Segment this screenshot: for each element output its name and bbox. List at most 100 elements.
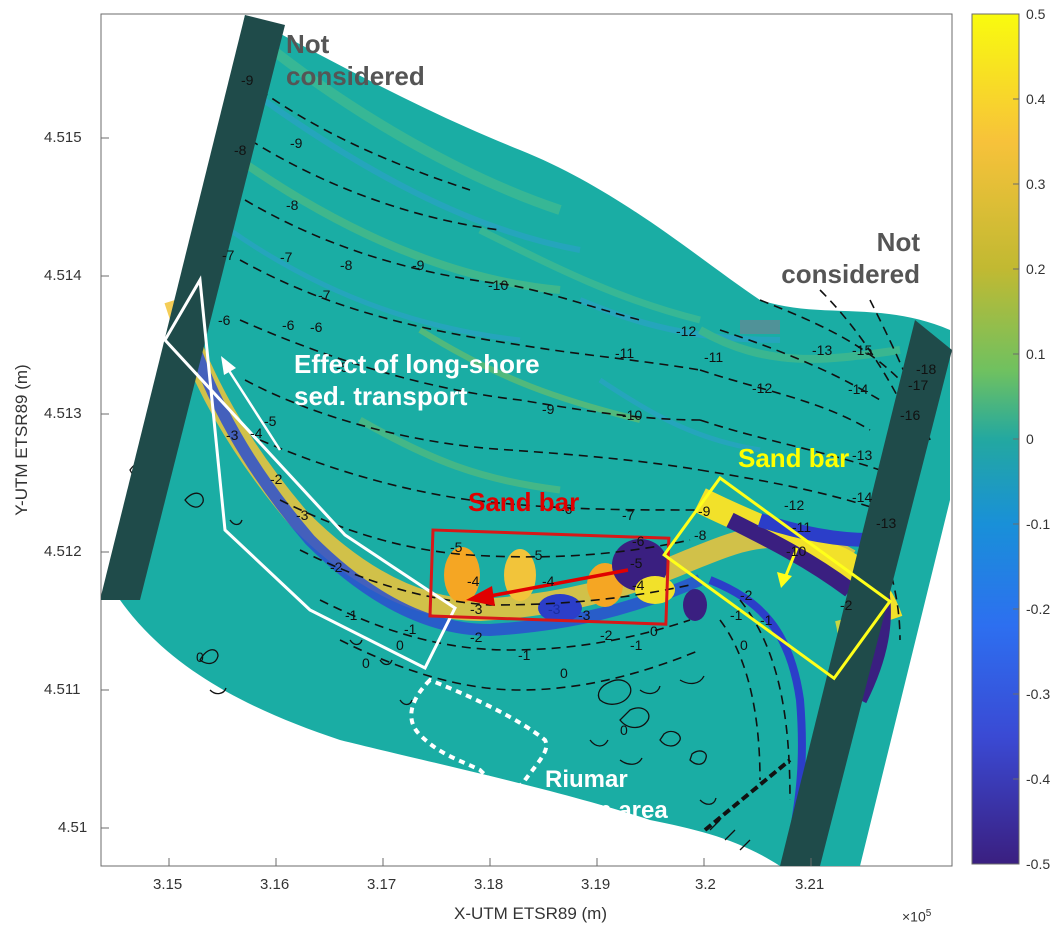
- red-sand-bar-box: [428, 528, 671, 626]
- not-considered-right-line-1: Not: [876, 227, 920, 257]
- contour-label: -6: [560, 501, 573, 517]
- colorbar-tick-label: 0.2: [1026, 261, 1046, 277]
- contour-label: -1: [345, 607, 358, 623]
- contour-label: -12: [784, 497, 804, 513]
- contour-label: -9: [290, 135, 303, 151]
- longshore-line-1: Effect of long-shore: [294, 349, 540, 379]
- x-tick-label: 3.21: [795, 876, 825, 893]
- contour-label: -8: [286, 197, 299, 213]
- contour-label: -5: [450, 539, 463, 555]
- riumar-line-1: Riumar: [545, 766, 628, 793]
- yellow-sand-bar-arrow: [777, 547, 799, 588]
- contour-label: -4: [467, 573, 480, 589]
- contour-label: -3: [548, 601, 561, 617]
- contour-label: -6: [310, 319, 323, 335]
- longshore-box: [163, 275, 457, 671]
- contour-label: -1: [404, 621, 417, 637]
- riumar-label: Riumar urban area: [545, 764, 668, 826]
- contour-label: -4: [632, 577, 645, 593]
- contour-label: -9: [412, 257, 425, 273]
- contour-label: -7: [318, 287, 331, 303]
- contour-label: -2: [470, 629, 483, 645]
- onshore-contours: [129, 461, 751, 851]
- colorbar-tick-label: -0.3: [1026, 686, 1051, 702]
- not-considered-left-line-2: considered: [286, 61, 425, 91]
- contour-label: -2: [600, 627, 613, 643]
- right-lower-dashes: [703, 758, 792, 832]
- x-axis-label: X-UTM ETSR89 (m): [454, 904, 607, 923]
- contour-label: -5: [530, 547, 543, 563]
- contour-label: -6: [218, 312, 231, 328]
- sand-bar-red-label: Sand bar: [468, 487, 580, 517]
- colorbar-tick-label: -0.4: [1026, 771, 1051, 787]
- contour-label: -8: [340, 257, 353, 273]
- contour-label: -10: [786, 543, 806, 559]
- x-tick-label: 3.15: [153, 876, 183, 893]
- y-tick-label: 4.515: [44, 129, 82, 146]
- contour-label: -9: [241, 72, 254, 88]
- y-tick-label: 4.51: [58, 819, 88, 836]
- x-tick-label: 3.18: [474, 876, 504, 893]
- contour-label: -5: [630, 555, 643, 571]
- contour-label: -14: [852, 489, 872, 505]
- contour-label: -2: [740, 587, 753, 603]
- riumar-line-2: urban area: [545, 797, 668, 824]
- contour-label: 0: [362, 655, 370, 671]
- x-exponent: ×105: [902, 908, 931, 925]
- contour-label: -9: [698, 503, 711, 519]
- contour-label: -2: [840, 597, 853, 613]
- mask-right: [780, 320, 952, 866]
- contour-label: -8: [234, 142, 247, 158]
- red-sand-bar-arrow: [466, 568, 629, 606]
- axis-tick-marks: [101, 137, 812, 866]
- y-tick-label: 4.514: [44, 267, 82, 284]
- contour-label: -3: [578, 607, 591, 623]
- contour-label: -6: [282, 317, 295, 333]
- contour-label: -11: [704, 349, 723, 365]
- contour-label: -10: [622, 407, 642, 423]
- offshore-texture: [228, 36, 901, 494]
- contour-label: 0: [740, 637, 748, 653]
- contour-label: -1: [760, 612, 773, 628]
- contour-label: -5: [264, 413, 277, 429]
- contour-label: -17: [908, 377, 928, 393]
- contour-label: -2: [270, 471, 283, 487]
- sand-bar-yellow-label: Sand bar: [738, 443, 850, 473]
- contour-label: -13: [876, 515, 896, 531]
- contour-label: 0: [620, 722, 628, 738]
- x-tick-label: 3.2: [695, 876, 716, 893]
- contour-label: 0: [650, 623, 658, 639]
- colorbar-tick-label: -0.1: [1026, 516, 1051, 532]
- contour-label: -3: [470, 601, 483, 617]
- contour-label: -4: [542, 573, 555, 589]
- contour-label: -8: [694, 527, 707, 543]
- colorbar-tick-label: 0.1: [1026, 346, 1046, 362]
- contour-label: -13: [852, 447, 872, 463]
- x-exponent-base: ×10: [902, 908, 926, 925]
- not-considered-right-label: Not considered: [760, 226, 920, 290]
- colorbar: [971, 13, 1020, 865]
- colorbar-tick-marks: [1013, 98, 1019, 780]
- contour-label: -6: [632, 533, 645, 549]
- contour-label: -7: [280, 249, 293, 265]
- contour-label: -2: [330, 559, 343, 575]
- colorbar-tick-label: 0.3: [1026, 176, 1046, 192]
- contour-label: -10: [488, 277, 508, 293]
- longshore-arrow: [221, 356, 282, 451]
- contour-label: -18: [916, 361, 936, 377]
- colorbar-tick-label: 0: [1026, 431, 1034, 447]
- x-exponent-power: 5: [925, 908, 932, 919]
- contour-label: -11: [615, 345, 634, 361]
- y-tick-label: 4.512: [44, 543, 82, 560]
- not-considered-left-label: Not considered: [286, 28, 425, 92]
- contour-label-layer: -9 -8 -7 -6 -5 -4 -3 -2 -1 0 -9 -8 -7 -6…: [196, 72, 936, 738]
- colorbar-tick-label: 0.4: [1026, 91, 1046, 107]
- riumar-outline: [409, 677, 549, 791]
- colorbar-tick-label: -0.5: [1026, 856, 1051, 872]
- y-tick-label: 4.511: [44, 681, 81, 698]
- contour-label: -1: [630, 637, 643, 653]
- bathymetry-contours: [239, 89, 931, 801]
- contour-label: -12: [752, 380, 772, 396]
- contour-label: -3: [296, 507, 309, 523]
